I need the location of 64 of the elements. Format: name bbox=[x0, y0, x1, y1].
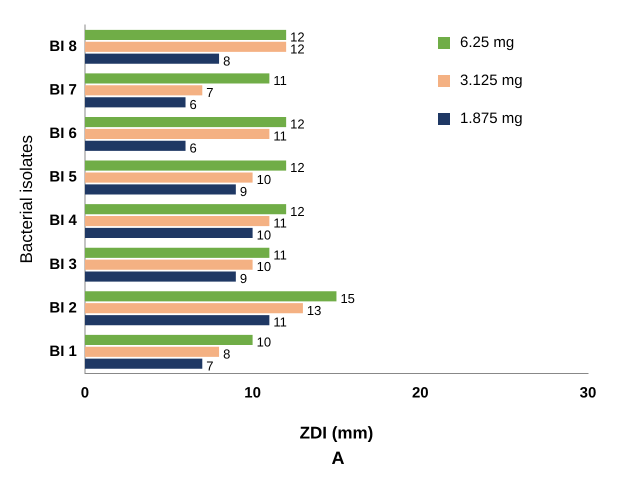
bar bbox=[84, 303, 303, 314]
y-tick-label: BI 1 bbox=[49, 342, 77, 360]
y-tick-label: BI 5 bbox=[49, 168, 77, 186]
data-label: 12 bbox=[290, 204, 305, 219]
bar bbox=[84, 54, 220, 64]
x-tick-label: 10 bbox=[244, 384, 261, 402]
data-label: 10 bbox=[256, 172, 272, 188]
text: A bbox=[330, 448, 346, 469]
bar bbox=[84, 172, 253, 183]
bar bbox=[84, 291, 336, 302]
data-label: 13 bbox=[306, 302, 322, 318]
data-label: 10 bbox=[256, 228, 272, 243]
data-label: 15 bbox=[340, 290, 355, 306]
data-label: 11 bbox=[273, 128, 287, 144]
x-axis-title: ZDI (mm) bbox=[300, 423, 374, 442]
data-label: 7 bbox=[206, 84, 214, 100]
data-label: 10 bbox=[256, 334, 272, 350]
data-label: 6 bbox=[190, 140, 197, 156]
bar bbox=[84, 30, 286, 40]
y-tick-label: BI 4 bbox=[49, 212, 78, 230]
data-label: 8 bbox=[223, 53, 230, 68]
data-label: 9 bbox=[240, 271, 248, 286]
bar bbox=[84, 334, 253, 345]
y-tick-label: BI 3 bbox=[49, 256, 77, 273]
data-label: 6 bbox=[190, 96, 197, 112]
bar bbox=[84, 216, 270, 226]
legend-label: 6.25 mg bbox=[460, 34, 514, 52]
bar bbox=[84, 204, 286, 214]
data-label: 12 bbox=[290, 160, 305, 176]
bar bbox=[84, 184, 236, 194]
bar bbox=[84, 160, 286, 171]
data-label: 11 bbox=[273, 216, 287, 231]
data-label: 10 bbox=[256, 259, 272, 274]
x-tick-label: 30 bbox=[580, 384, 596, 402]
bar bbox=[84, 73, 270, 84]
y-tick-label: BI 2 bbox=[49, 299, 77, 316]
y-tick-label: BI 7 bbox=[49, 82, 77, 99]
bar bbox=[84, 358, 202, 369]
x-tick-label: 0 bbox=[80, 384, 90, 402]
y-tick-label: BI 8 bbox=[49, 38, 77, 55]
bar bbox=[84, 260, 253, 270]
bar bbox=[84, 116, 286, 128]
data-label: 9 bbox=[240, 184, 248, 199]
bar bbox=[84, 315, 270, 326]
data-label: 7 bbox=[206, 358, 214, 374]
bar bbox=[84, 42, 286, 52]
bar bbox=[84, 140, 186, 151]
legend-label: 1.875 mg bbox=[460, 110, 523, 128]
bar bbox=[84, 248, 270, 258]
bar bbox=[84, 228, 253, 238]
bar bbox=[84, 97, 186, 108]
data-label: 8 bbox=[223, 346, 230, 362]
data-label: 12 bbox=[290, 116, 305, 132]
bar bbox=[84, 346, 220, 357]
x-tick-label: 20 bbox=[412, 384, 429, 402]
data-label: 11 bbox=[273, 314, 287, 330]
bar bbox=[84, 128, 270, 139]
y-tick-label: BI 6 bbox=[49, 125, 77, 142]
y-axis-title: Bacterial isolates bbox=[16, 135, 36, 264]
legend-label: 3.125 mg bbox=[460, 72, 523, 90]
data-label: 11 bbox=[273, 247, 287, 262]
bar bbox=[84, 85, 202, 96]
data-label: 11 bbox=[273, 73, 287, 88]
bar bbox=[84, 272, 236, 282]
